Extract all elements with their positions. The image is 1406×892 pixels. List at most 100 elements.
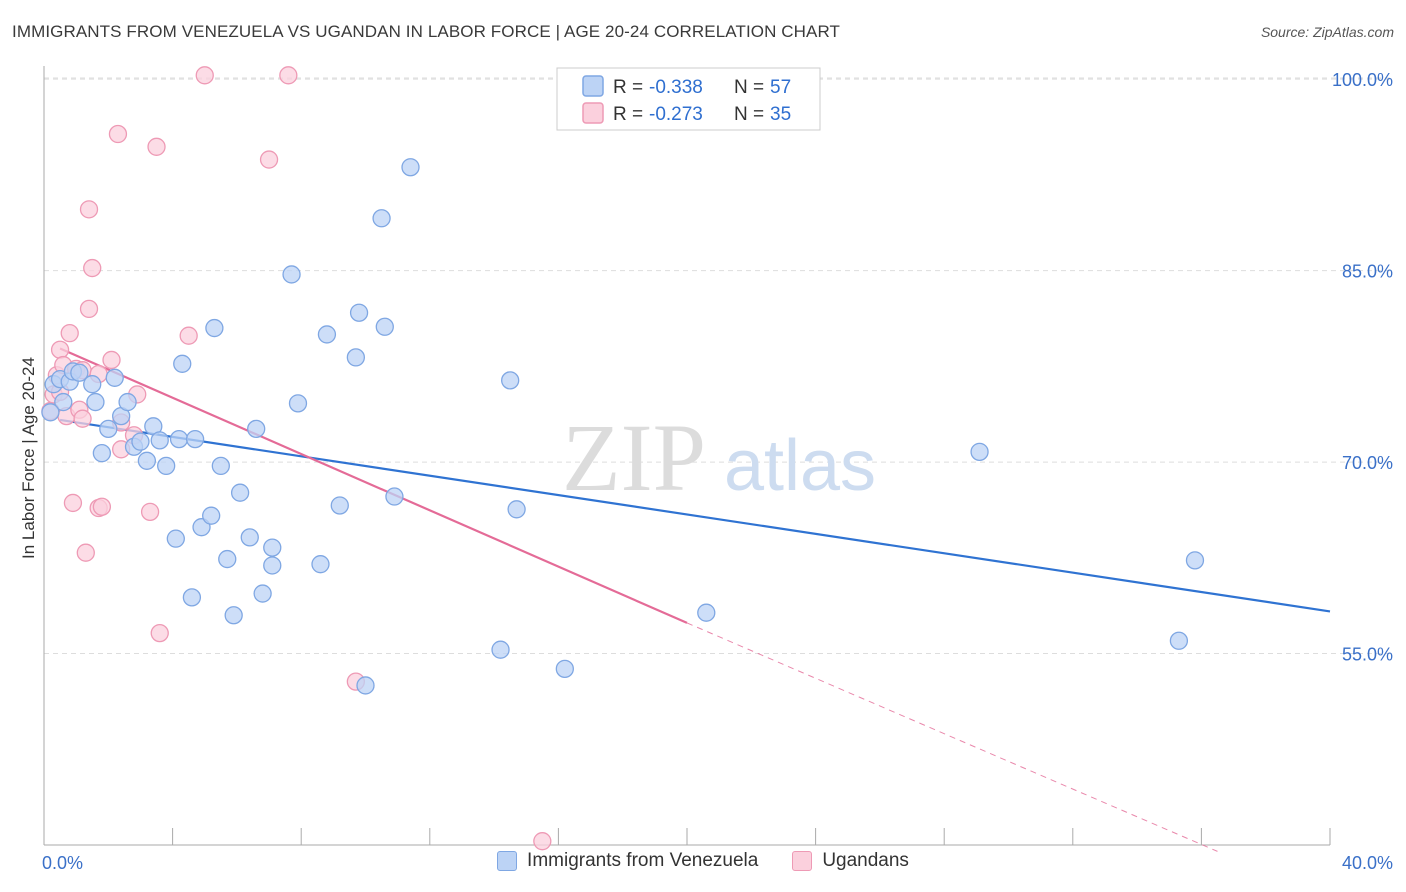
- legend-swatch-pink: [582, 102, 604, 124]
- point-ugandans-13: [79, 299, 99, 319]
- point-venezuela-29: [224, 606, 243, 625]
- point-ugandans-33: [533, 832, 552, 851]
- point-ugandans-29: [195, 66, 214, 85]
- point-venezuela-23: [185, 429, 205, 449]
- y-tick-label-2: 85.0%: [1342, 262, 1393, 282]
- point-ugandans-10: [73, 409, 92, 428]
- point-ugandans-6: [60, 324, 79, 343]
- point-venezuela-41: [346, 348, 366, 367]
- y-axis-label: In Labor Force | Age 20-24: [19, 357, 38, 559]
- point-venezuela-46: [385, 487, 404, 506]
- point-ugandans-19: [102, 350, 121, 370]
- correlation-legend: R = -0.338 N = 57 R = -0.273 N = 35: [556, 67, 821, 131]
- point-ugandans-14: [79, 200, 99, 219]
- legend-item-venezuela[interactable]: Immigrants from Venezuela: [497, 850, 758, 872]
- legend-r-label-2: R =: [613, 104, 643, 125]
- point-ugandans-20: [108, 124, 128, 144]
- point-venezuela-38: [311, 555, 330, 574]
- legend-r-value-1: -0.338: [649, 77, 703, 98]
- point-venezuela-15: [137, 451, 157, 470]
- point-venezuela-7: [86, 392, 105, 412]
- tick-labels: 55.0% 70.0% 85.0% 100.0% 0.0% 40.0%: [42, 70, 1393, 873]
- watermark-atlas: atlas: [724, 426, 876, 506]
- point-venezuela-52: [697, 603, 716, 622]
- point-venezuela-50: [507, 500, 526, 519]
- watermark: ZIP atlas: [562, 404, 876, 511]
- x-tick-label-1: 40.0%: [1342, 853, 1393, 873]
- point-venezuela-9: [99, 419, 118, 439]
- trend-lines: [59, 347, 1331, 852]
- point-venezuela-53: [970, 442, 989, 462]
- point-venezuela-47: [401, 158, 420, 177]
- trendline-venezuela: [59, 418, 1331, 613]
- chart-title: IMMIGRANTS FROM VENEZUELA VS UGANDAN IN …: [12, 22, 841, 41]
- point-venezuela-26: [205, 318, 224, 338]
- data-points: [41, 66, 1205, 851]
- watermark-zip: ZIP: [562, 404, 706, 511]
- point-venezuela-33: [253, 584, 272, 603]
- legend-r-label-1: R =: [613, 77, 643, 98]
- point-venezuela-21: [173, 354, 192, 373]
- point-ugandans-18: [92, 497, 112, 516]
- trendline-ugandans-extrapolated: [686, 622, 1218, 852]
- point-venezuela-30: [230, 483, 250, 502]
- legend-n-value-1: 57: [770, 77, 791, 98]
- point-ugandans-28: [179, 326, 198, 345]
- legend-n-label-1: N =: [734, 77, 764, 98]
- legend-swatch-blue: [582, 75, 604, 97]
- point-ugandans-12: [76, 543, 95, 562]
- point-venezuela-51: [555, 659, 574, 679]
- point-venezuela-56: [41, 403, 60, 422]
- legend-label-ugandans: Ugandans: [822, 850, 909, 871]
- point-venezuela-32: [247, 419, 266, 439]
- point-ugandans-31: [279, 66, 298, 85]
- point-venezuela-10: [105, 368, 124, 387]
- legend-n-label-2: N =: [734, 104, 764, 125]
- point-venezuela-42: [349, 303, 369, 322]
- point-venezuela-36: [282, 265, 301, 284]
- legend-label-venezuela: Immigrants from Venezuela: [527, 850, 759, 871]
- legend-item-ugandans[interactable]: Ugandans: [792, 850, 909, 872]
- point-venezuela-2: [54, 392, 73, 412]
- point-venezuela-39: [317, 325, 337, 344]
- point-venezuela-22: [182, 588, 202, 607]
- point-venezuela-27: [211, 456, 230, 476]
- point-ugandans-27: [150, 623, 169, 643]
- point-venezuela-25: [202, 506, 221, 525]
- point-venezuela-18: [157, 456, 176, 476]
- point-venezuela-49: [501, 371, 520, 390]
- point-venezuela-54: [1169, 631, 1189, 650]
- point-venezuela-20: [169, 429, 189, 449]
- source-credit: Source: ZipAtlas.com: [1260, 24, 1394, 40]
- point-ugandans-25: [140, 502, 160, 522]
- point-venezuela-8: [92, 443, 112, 463]
- point-venezuela-45: [375, 317, 394, 336]
- point-venezuela-44: [372, 209, 391, 228]
- venezuela-swatch: [497, 851, 518, 871]
- point-ugandans-30: [259, 150, 279, 169]
- point-venezuela-37: [288, 394, 308, 413]
- trendline-ugandans: [59, 347, 688, 624]
- point-venezuela-35: [263, 556, 282, 575]
- point-venezuela-5: [70, 363, 89, 382]
- point-ugandans-26: [147, 137, 166, 156]
- point-venezuela-19: [166, 529, 185, 548]
- point-ugandans-15: [83, 258, 102, 278]
- legend-n-value-2: 35: [770, 104, 791, 125]
- point-venezuela-28: [218, 549, 237, 569]
- point-venezuela-48: [491, 640, 510, 659]
- x-tick-label-0: 0.0%: [42, 853, 83, 873]
- point-venezuela-17: [150, 431, 169, 450]
- axes: [43, 66, 1331, 846]
- series-legend: Immigrants from Venezuela Ugandans: [0, 850, 1406, 872]
- point-venezuela-34: [263, 538, 282, 557]
- y-tick-label-3: 100.0%: [1332, 70, 1393, 90]
- point-venezuela-6: [83, 375, 102, 394]
- point-venezuela-12: [118, 392, 137, 412]
- point-ugandans-7: [63, 493, 83, 513]
- point-ugandans-3: [50, 340, 70, 359]
- ugandans-swatch: [792, 851, 813, 871]
- point-venezuela-43: [356, 676, 375, 695]
- point-venezuela-14: [131, 432, 150, 451]
